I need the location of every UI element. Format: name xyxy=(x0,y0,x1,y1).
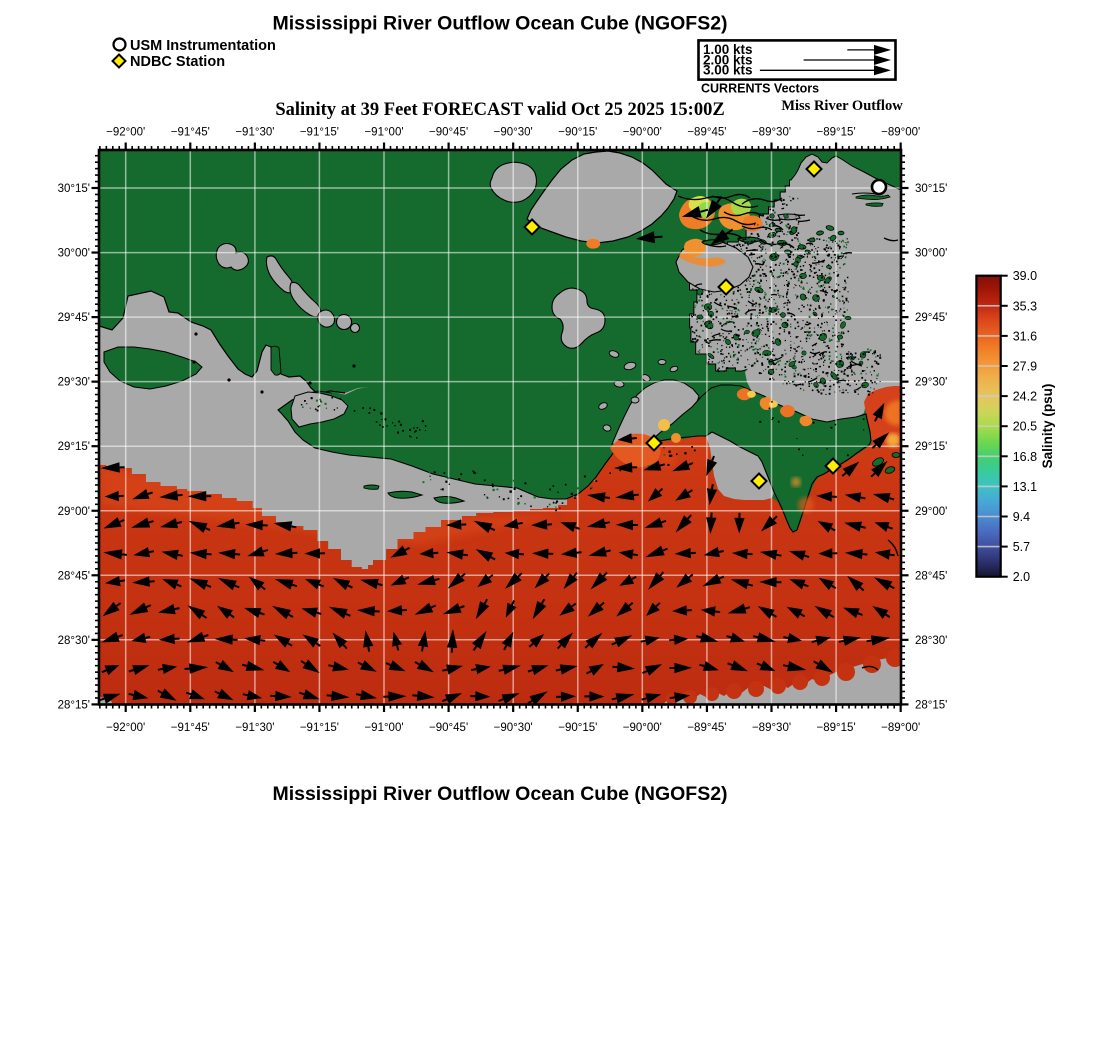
svg-text:24.2: 24.2 xyxy=(1013,390,1037,404)
svg-text:−90°00': −90°00' xyxy=(623,722,662,734)
svg-text:28°30': 28°30' xyxy=(58,635,90,647)
svg-text:−90°00': −90°00' xyxy=(623,127,662,139)
svg-text:29°45': 29°45' xyxy=(58,312,90,324)
svg-text:−89°15': −89°15' xyxy=(817,722,856,734)
svg-text:−91°15': −91°15' xyxy=(300,722,339,734)
svg-text:20.5: 20.5 xyxy=(1013,420,1037,434)
svg-text:29°00': 29°00' xyxy=(58,506,90,518)
svg-text:−90°15': −90°15' xyxy=(558,722,597,734)
svg-text:2.0: 2.0 xyxy=(1013,570,1030,584)
svg-text:−91°00': −91°00' xyxy=(364,127,403,139)
svg-text:−89°30': −89°30' xyxy=(752,127,791,139)
svg-text:Salinity (psu): Salinity (psu) xyxy=(1040,384,1055,469)
svg-text:29°30': 29°30' xyxy=(915,377,947,389)
svg-text:29°45': 29°45' xyxy=(915,312,947,324)
svg-text:13.1: 13.1 xyxy=(1013,480,1037,494)
svg-text:16.8: 16.8 xyxy=(1013,450,1037,464)
svg-text:USM Instrumentation: USM Instrumentation xyxy=(130,38,276,54)
svg-text:29°15': 29°15' xyxy=(915,441,947,453)
svg-text:Salinity at 39 Feet FORECAST v: Salinity at 39 Feet FORECAST valid Oct 2… xyxy=(275,100,724,120)
svg-text:28°30': 28°30' xyxy=(915,635,947,647)
svg-text:28°45': 28°45' xyxy=(58,570,90,582)
svg-text:27.9: 27.9 xyxy=(1013,360,1037,374)
svg-text:28°15': 28°15' xyxy=(58,699,90,711)
svg-text:30°15': 30°15' xyxy=(58,183,90,195)
svg-text:31.6: 31.6 xyxy=(1013,329,1037,343)
svg-text:−92°00': −92°00' xyxy=(106,722,145,734)
svg-text:30°15': 30°15' xyxy=(915,183,947,195)
svg-text:−91°45': −91°45' xyxy=(171,722,210,734)
svg-text:NDBC Station: NDBC Station xyxy=(130,54,225,70)
svg-text:−90°45': −90°45' xyxy=(429,722,468,734)
svg-text:−89°45': −89°45' xyxy=(687,722,726,734)
svg-text:35.3: 35.3 xyxy=(1013,299,1037,313)
svg-text:−90°30': −90°30' xyxy=(494,722,533,734)
svg-text:−91°00': −91°00' xyxy=(364,722,403,734)
svg-text:39.0: 39.0 xyxy=(1013,269,1037,283)
svg-text:29°15': 29°15' xyxy=(58,441,90,453)
svg-text:−91°30': −91°30' xyxy=(235,127,274,139)
svg-text:28°45': 28°45' xyxy=(915,570,947,582)
svg-text:−89°45': −89°45' xyxy=(687,127,726,139)
svg-text:−90°30': −90°30' xyxy=(494,127,533,139)
svg-text:−89°30': −89°30' xyxy=(752,722,791,734)
svg-text:9.4: 9.4 xyxy=(1013,510,1030,524)
svg-text:−92°00': −92°00' xyxy=(106,127,145,139)
svg-text:30°00': 30°00' xyxy=(915,248,947,260)
svg-text:−90°45': −90°45' xyxy=(429,127,468,139)
svg-text:Mississippi River Outflow Ocea: Mississippi River Outflow Ocean Cube (NG… xyxy=(272,13,727,35)
svg-text:5.7: 5.7 xyxy=(1013,540,1030,554)
svg-text:−89°15': −89°15' xyxy=(817,127,856,139)
svg-text:29°30': 29°30' xyxy=(58,377,90,389)
svg-text:30°00': 30°00' xyxy=(58,248,90,260)
svg-text:−91°45': −91°45' xyxy=(171,127,210,139)
svg-text:Mississippi River Outflow Ocea: Mississippi River Outflow Ocean Cube (NG… xyxy=(272,783,727,805)
svg-text:Miss River Outflow: Miss River Outflow xyxy=(781,98,903,114)
svg-text:−90°15': −90°15' xyxy=(558,127,597,139)
svg-text:CURRENTS Vectors: CURRENTS Vectors xyxy=(701,82,819,96)
svg-text:3.00 kts: 3.00 kts xyxy=(703,63,753,78)
svg-text:28°15': 28°15' xyxy=(915,699,947,711)
svg-text:29°00': 29°00' xyxy=(915,506,947,518)
svg-text:−91°30': −91°30' xyxy=(235,722,274,734)
svg-text:−91°15': −91°15' xyxy=(300,127,339,139)
svg-text:−89°00': −89°00' xyxy=(881,722,920,734)
svg-text:−89°00': −89°00' xyxy=(881,127,920,139)
